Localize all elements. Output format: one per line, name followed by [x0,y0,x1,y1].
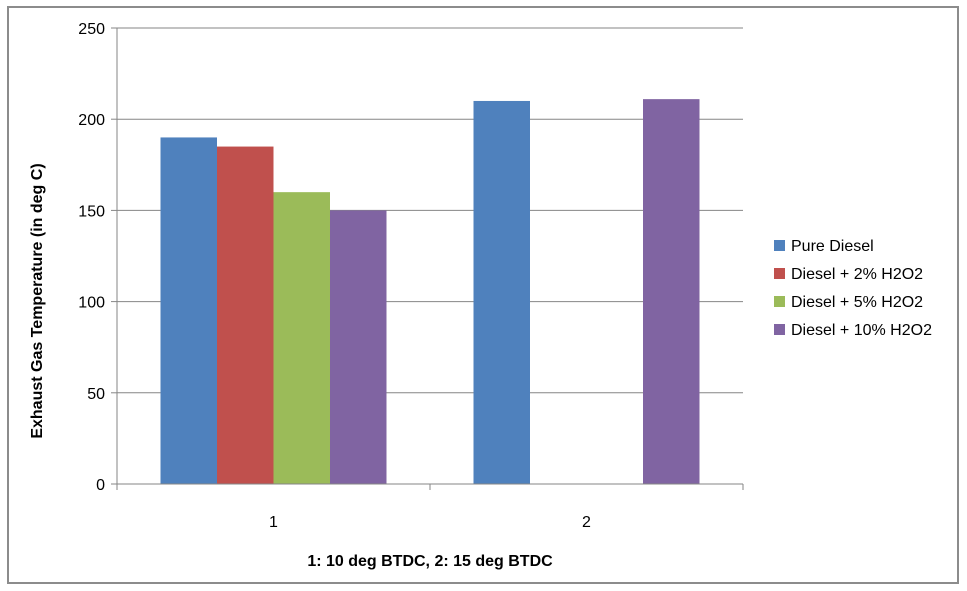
bar [643,99,700,485]
legend-label: Pure Diesel [791,238,874,255]
legend-label: Diesel + 5% H2O2 [791,294,923,311]
y-tick-labels: 0 50 100 150 200 250 [78,21,105,494]
legend-label: Diesel + 2% H2O2 [791,266,923,283]
y-axis-title: Exhaust Gas Temperature (in deg C) [29,163,46,438]
x-tick-label: 1 [269,514,278,531]
y-tick-label: 150 [78,203,105,220]
y-tick-label: 100 [78,295,105,312]
legend-swatch [774,240,785,251]
bar [217,146,274,484]
y-tick-label: 250 [78,21,105,38]
y-tick-label: 50 [87,386,105,403]
legend-swatch [774,324,785,335]
x-tick-label: 2 [582,514,591,531]
bar [330,210,387,484]
x-axis-title: 1: 10 deg BTDC, 2: 15 deg BTDC [307,553,553,570]
legend: Pure Diesel Diesel + 2% H2O2 Diesel + 5% H… [774,238,932,339]
bar [160,137,217,484]
legend-swatch [774,268,785,279]
bars [160,99,700,485]
y-tick-label: 200 [78,112,105,129]
bar [473,100,530,485]
legend-label: Diesel + 10% H2O2 [791,322,932,339]
y-tick-label: 0 [96,477,105,494]
legend-swatch [774,296,785,307]
bar [273,192,330,484]
